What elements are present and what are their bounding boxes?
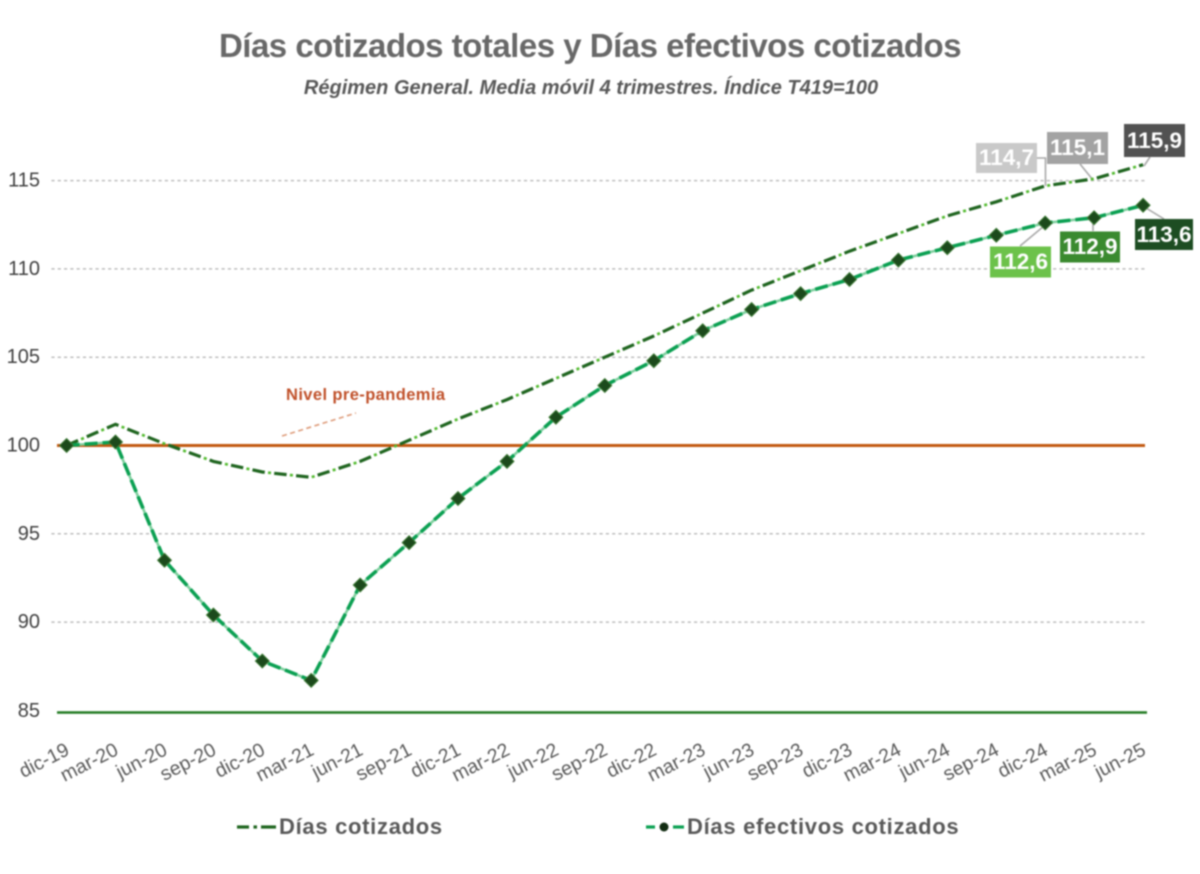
- svg-text:113,6: 113,6: [1136, 222, 1191, 247]
- svg-text:114,7: 114,7: [979, 145, 1034, 170]
- svg-text:Días cotizados: Días cotizados: [279, 814, 443, 839]
- svg-text:85: 85: [18, 700, 40, 722]
- svg-text:Nivel pre-pandemia: Nivel pre-pandemia: [286, 386, 446, 404]
- svg-text:Régimen General. Media móvil 4: Régimen General. Media móvil 4 trimestre…: [304, 76, 878, 99]
- svg-text:115,1: 115,1: [1050, 135, 1105, 160]
- svg-text:112,9: 112,9: [1062, 234, 1117, 259]
- svg-text:95: 95: [18, 523, 40, 545]
- svg-text:100: 100: [7, 435, 40, 457]
- svg-text:90: 90: [18, 611, 40, 633]
- svg-text:110: 110: [8, 258, 40, 280]
- svg-text:Días cotizados totales y Días: Días cotizados totales y Días efectivos …: [219, 27, 961, 64]
- svg-text:112,6: 112,6: [993, 249, 1048, 274]
- svg-text:115,9: 115,9: [1127, 128, 1182, 153]
- svg-text:Días efectivos cotizados: Días efectivos cotizados: [687, 814, 959, 839]
- svg-text:105: 105: [7, 346, 40, 368]
- svg-text:115: 115: [8, 170, 40, 192]
